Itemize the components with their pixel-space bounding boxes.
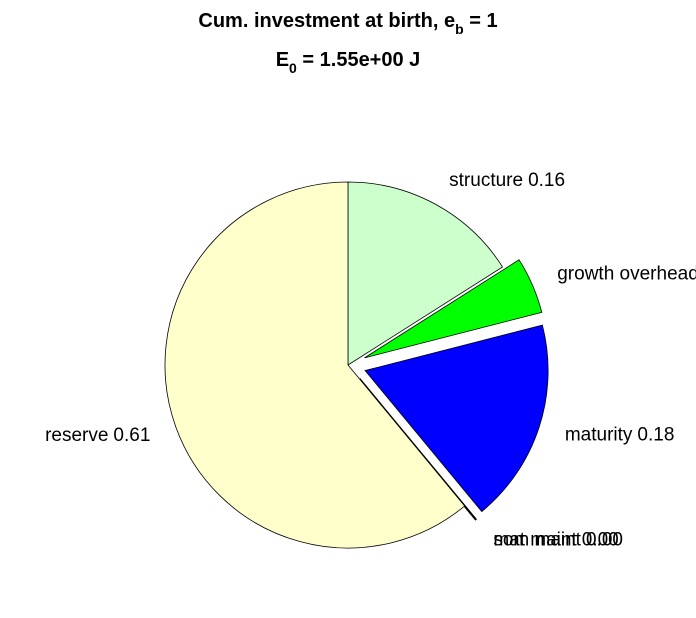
slice-name: growth overhead xyxy=(557,263,696,284)
slice-name: reserve xyxy=(45,425,108,446)
title-text: E xyxy=(276,49,289,71)
title-text: = 1.55e+00 J xyxy=(297,49,420,71)
pie-slice xyxy=(164,181,466,549)
pie-slice xyxy=(347,181,504,366)
title-text: = 1 xyxy=(464,10,498,32)
title-sub: 0 xyxy=(289,60,297,76)
slice-name: structure xyxy=(449,170,523,191)
slice-label: som maint 0.00 xyxy=(493,530,623,551)
slice-value: 0.61 xyxy=(113,425,150,446)
chart-subtitle: E0 = 1.55e+00 J xyxy=(276,49,421,76)
slice-value: 0.18 xyxy=(637,424,674,445)
slice-name: som maint xyxy=(493,530,581,551)
slice-label: maturity 0.18 xyxy=(565,424,675,445)
pie-slice xyxy=(364,259,543,359)
slice-value: 0.00 xyxy=(586,530,623,551)
slice-name: mat maint xyxy=(493,530,577,551)
chart-title: Cum. investment at birth, eb = 1 xyxy=(198,10,497,37)
slice-label: mat maint 0.00 xyxy=(493,530,618,551)
title-text: Cum. investment at birth, e xyxy=(198,10,455,32)
slice-value: 0.16 xyxy=(528,170,565,191)
title-sub: b xyxy=(455,21,464,37)
slice-label: structure 0.16 xyxy=(449,170,565,191)
slice-name: maturity xyxy=(565,424,633,445)
slice-label: reserve 0.61 xyxy=(45,425,150,446)
slice-label: growth overhead0.05 xyxy=(557,263,696,284)
slice-value: 0.00 xyxy=(582,530,619,551)
pie-slice xyxy=(364,324,549,513)
